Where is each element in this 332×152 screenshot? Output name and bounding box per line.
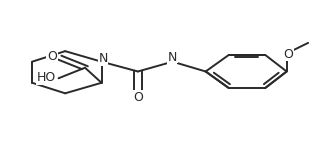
Text: O: O: [133, 91, 143, 104]
Text: O: O: [47, 50, 57, 63]
Text: N: N: [167, 51, 177, 64]
Text: H: H: [169, 53, 178, 63]
Text: N: N: [99, 52, 108, 65]
Text: O: O: [283, 48, 293, 61]
Text: HO: HO: [37, 71, 56, 85]
